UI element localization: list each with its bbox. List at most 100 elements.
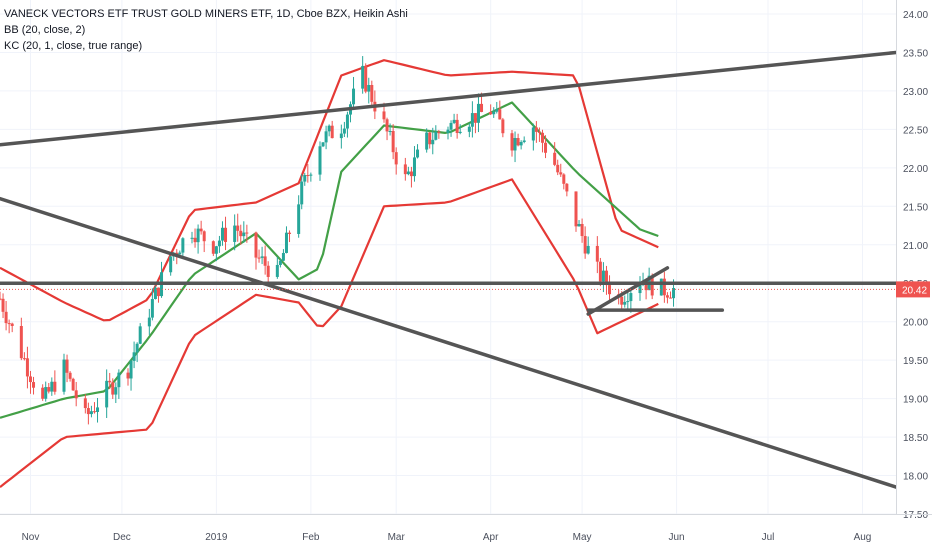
candle-body <box>604 270 608 286</box>
candle-body <box>577 223 581 227</box>
candle-body <box>105 380 109 408</box>
candle-body <box>233 225 237 242</box>
candle-body <box>623 301 627 305</box>
candle-body <box>562 174 566 184</box>
candle-body <box>431 139 435 145</box>
candle-body <box>65 359 69 373</box>
candle-body <box>300 181 304 205</box>
candle-body <box>345 114 349 129</box>
candle-body <box>214 246 218 254</box>
y-tick-label: 17.50 <box>903 510 928 521</box>
candle-body <box>583 236 587 254</box>
candle-body <box>242 232 246 237</box>
candle-body <box>202 231 206 242</box>
candle-body <box>260 256 264 258</box>
candle-body <box>537 131 541 133</box>
candle-body <box>150 299 154 318</box>
candle-body <box>138 326 142 344</box>
last-price-label: 20.42 <box>902 285 927 296</box>
y-axis-panel <box>896 0 932 550</box>
candle-body <box>519 142 523 146</box>
candle-body <box>416 149 420 158</box>
candle-body <box>495 109 499 112</box>
candle-body <box>364 65 368 92</box>
candle-body <box>193 237 197 243</box>
candle-body <box>47 387 51 392</box>
candle-body <box>425 132 429 150</box>
candle-body <box>668 297 672 299</box>
candle-body <box>263 256 267 266</box>
trendlines <box>0 50 898 489</box>
y-tick-label: 21.00 <box>903 241 928 252</box>
candle-body <box>580 223 584 237</box>
candle-body <box>211 241 215 254</box>
x-tick-label: Aug <box>854 532 872 543</box>
candle-body <box>501 119 505 134</box>
candle-body <box>452 119 456 123</box>
candle-body <box>306 175 310 177</box>
bands <box>0 59 659 488</box>
y-axis: 24.0023.5023.0022.5022.0021.5021.0020.50… <box>896 0 932 550</box>
candle-body <box>74 390 78 399</box>
candle-body <box>629 293 633 302</box>
candle-body <box>254 232 258 258</box>
candle-body <box>135 343 139 353</box>
candle-body <box>342 128 346 134</box>
candle-body <box>196 228 200 243</box>
x-tick-label: Dec <box>113 532 131 543</box>
y-tick-label: 18.00 <box>903 472 928 483</box>
candle-body <box>0 298 2 300</box>
candle-body <box>553 152 557 165</box>
rising-wedge-line <box>586 266 670 316</box>
candle-body <box>50 381 54 392</box>
y-tick-label: 22.00 <box>903 164 928 175</box>
candle-body <box>540 132 544 143</box>
candle-body <box>394 152 398 165</box>
candle-body <box>288 232 292 234</box>
y-tick-label: 23.00 <box>903 87 928 98</box>
candle-body <box>620 296 624 305</box>
candle-body <box>190 237 194 239</box>
candle-body <box>10 323 14 326</box>
candle-body <box>559 172 563 175</box>
candle-body <box>147 317 151 327</box>
candle-body <box>650 275 654 296</box>
candle-body <box>278 260 282 265</box>
candle-body <box>25 358 29 377</box>
y-tick-label: 19.50 <box>903 356 928 367</box>
y-tick-label: 23.50 <box>903 48 928 59</box>
candle-body <box>412 157 416 177</box>
x-tick-label: Jul <box>762 532 775 543</box>
candle-body <box>330 125 334 139</box>
last-price-badge <box>896 281 930 298</box>
candle-body <box>385 119 389 132</box>
candle-body <box>126 372 130 379</box>
x-tick-label: Apr <box>483 532 499 543</box>
candle-body <box>586 245 590 254</box>
upper-trendline <box>0 50 898 147</box>
candle-body <box>428 132 432 145</box>
candle-body <box>498 109 502 120</box>
candle-body <box>236 225 240 231</box>
candle-body <box>574 191 578 227</box>
candle-body <box>4 311 8 324</box>
x-tick-label: Nov <box>22 532 40 543</box>
candle-body <box>28 376 32 383</box>
y-tick-label: 22.50 <box>903 125 928 136</box>
candle-body <box>601 270 605 282</box>
candle-body <box>510 133 514 151</box>
candle-body <box>367 85 371 92</box>
candle-body <box>86 408 90 415</box>
candle-body <box>32 382 36 388</box>
keltner-label: KC (20, 1, close, true range) <box>4 40 143 52</box>
y-tick-label: 19.00 <box>903 395 928 406</box>
candle-body <box>626 301 630 303</box>
x-tick-label: 2019 <box>205 532 228 543</box>
candle-body <box>352 88 356 105</box>
candle-body <box>662 278 666 296</box>
candle-body <box>409 171 413 177</box>
candle-body <box>257 257 261 259</box>
candle-body <box>22 358 26 360</box>
